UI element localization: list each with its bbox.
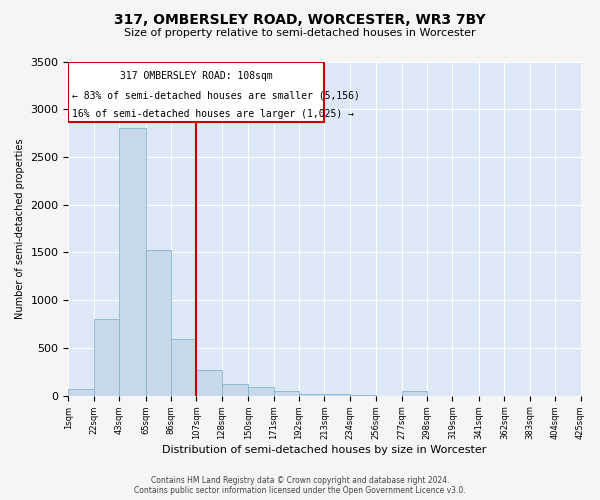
Bar <box>68 388 94 396</box>
Bar <box>119 128 146 396</box>
Bar <box>274 391 299 396</box>
Bar <box>299 394 325 396</box>
Y-axis label: Number of semi-detached properties: Number of semi-detached properties <box>15 138 25 319</box>
Text: ← 83% of semi-detached houses are smaller (5,156): ← 83% of semi-detached houses are smalle… <box>72 90 360 100</box>
Bar <box>196 370 222 396</box>
Text: Contains HM Land Registry data © Crown copyright and database right 2024.
Contai: Contains HM Land Registry data © Crown c… <box>134 476 466 495</box>
Bar <box>146 250 171 396</box>
Text: 317 OMBERSLEY ROAD: 108sqm: 317 OMBERSLEY ROAD: 108sqm <box>120 71 273 81</box>
Text: 317, OMBERSLEY ROAD, WORCESTER, WR3 7BY: 317, OMBERSLEY ROAD, WORCESTER, WR3 7BY <box>114 12 486 26</box>
Text: 16% of semi-detached houses are larger (1,025) →: 16% of semi-detached houses are larger (… <box>72 109 354 119</box>
Text: Size of property relative to semi-detached houses in Worcester: Size of property relative to semi-detach… <box>124 28 476 38</box>
Bar <box>171 340 196 396</box>
X-axis label: Distribution of semi-detached houses by size in Worcester: Distribution of semi-detached houses by … <box>162 445 487 455</box>
FancyBboxPatch shape <box>68 62 325 122</box>
Bar <box>402 391 427 396</box>
Bar <box>325 394 350 396</box>
Bar <box>222 384 248 396</box>
Bar <box>248 386 274 396</box>
Bar <box>94 320 119 396</box>
